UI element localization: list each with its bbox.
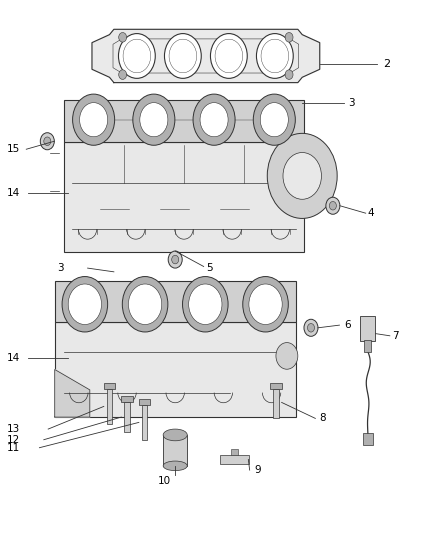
Bar <box>163 435 187 466</box>
Circle shape <box>189 284 222 325</box>
Circle shape <box>249 284 282 325</box>
Bar <box>55 322 296 417</box>
Circle shape <box>164 34 201 78</box>
Circle shape <box>283 152 321 199</box>
Text: 3: 3 <box>57 263 64 273</box>
Bar <box>142 405 147 440</box>
Ellipse shape <box>163 429 187 441</box>
Bar <box>124 402 130 432</box>
Text: 4: 4 <box>368 208 374 218</box>
Ellipse shape <box>163 461 187 471</box>
Circle shape <box>260 103 288 137</box>
Bar <box>64 142 304 252</box>
Circle shape <box>285 70 293 79</box>
Circle shape <box>210 34 247 78</box>
Text: 12: 12 <box>7 435 20 445</box>
Circle shape <box>140 103 168 137</box>
Text: 8: 8 <box>320 414 326 423</box>
Bar <box>139 399 150 405</box>
Circle shape <box>285 33 293 42</box>
Circle shape <box>326 197 340 214</box>
Bar <box>106 389 112 424</box>
Text: 9: 9 <box>254 465 261 475</box>
Text: 2: 2 <box>383 59 390 69</box>
Circle shape <box>80 103 108 137</box>
Circle shape <box>307 324 314 332</box>
Circle shape <box>168 251 182 268</box>
Circle shape <box>62 277 108 332</box>
Circle shape <box>200 103 228 137</box>
Circle shape <box>243 277 288 332</box>
Circle shape <box>118 34 155 78</box>
Circle shape <box>304 319 318 336</box>
Circle shape <box>193 94 235 146</box>
Text: 15: 15 <box>7 144 20 154</box>
Circle shape <box>253 94 295 146</box>
Circle shape <box>44 137 51 146</box>
Bar <box>273 389 279 418</box>
Circle shape <box>329 201 336 210</box>
Text: 10: 10 <box>158 476 171 486</box>
Text: 13: 13 <box>7 424 20 434</box>
Circle shape <box>172 255 179 264</box>
Bar <box>270 383 282 389</box>
Bar <box>64 100 304 142</box>
Circle shape <box>267 133 337 219</box>
Circle shape <box>73 94 115 146</box>
Text: 5: 5 <box>206 263 212 272</box>
Polygon shape <box>92 29 320 83</box>
Text: 3: 3 <box>348 99 355 108</box>
Text: 14: 14 <box>7 353 20 363</box>
Circle shape <box>68 284 102 325</box>
Circle shape <box>40 133 54 150</box>
Text: 11: 11 <box>7 443 20 453</box>
Circle shape <box>122 277 168 332</box>
Text: 6: 6 <box>344 320 350 330</box>
Text: 7: 7 <box>392 331 399 341</box>
Bar <box>231 449 238 455</box>
Circle shape <box>256 34 293 78</box>
Bar <box>55 281 296 322</box>
Circle shape <box>276 343 298 369</box>
Circle shape <box>119 70 127 79</box>
Circle shape <box>128 284 162 325</box>
Bar <box>360 316 375 341</box>
Bar <box>364 340 371 352</box>
Circle shape <box>119 33 127 42</box>
Text: 14: 14 <box>7 188 20 198</box>
Bar <box>363 433 373 445</box>
Circle shape <box>133 94 175 146</box>
Bar <box>104 383 115 389</box>
Circle shape <box>183 277 228 332</box>
Bar <box>121 396 133 402</box>
Polygon shape <box>55 369 90 417</box>
Bar <box>220 455 249 464</box>
